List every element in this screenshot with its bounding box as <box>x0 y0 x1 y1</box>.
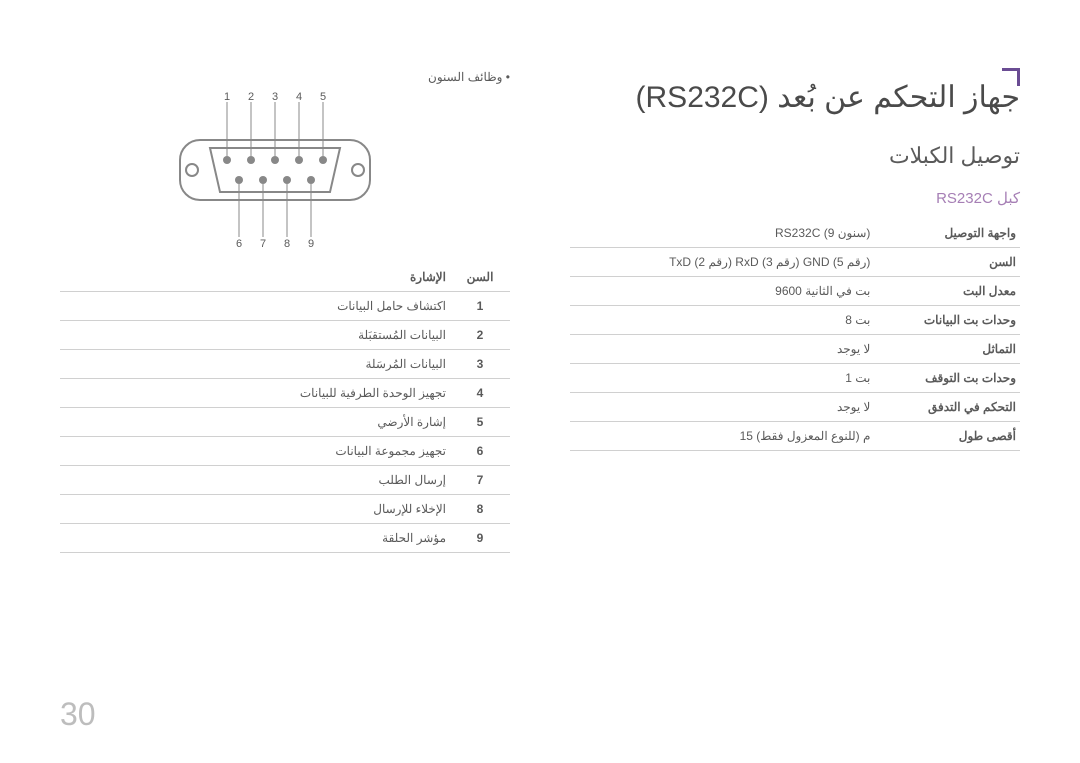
page-content: • وظائف السنون 12345 <box>60 70 1020 553</box>
svg-text:8: 8 <box>284 238 290 247</box>
bullet-line: • وظائف السنون <box>60 70 510 84</box>
spec-value: RS232C (9 سنون) <box>570 219 874 248</box>
spec-label: واجهة التوصيل <box>874 219 1020 248</box>
right-column: جهاز التحكم عن بُعد (RS232C) توصيل الكبل… <box>570 70 1020 553</box>
pin-signal: تجهيز الوحدة الطرفية للبيانات <box>60 379 450 408</box>
spec-value: لا يوجد <box>570 335 874 364</box>
pin-signal: تجهيز مجموعة البيانات <box>60 437 450 466</box>
corner-accent <box>1002 68 1020 86</box>
table-row: 5إشارة الأرضي <box>60 408 510 437</box>
table-row: التحكم في التدفقلا يوجد <box>570 393 1020 422</box>
pin-number: 7 <box>450 466 510 495</box>
spec-value: 9600 بت في الثانية <box>570 277 874 306</box>
svg-text:6: 6 <box>236 238 242 247</box>
svg-text:3: 3 <box>272 92 278 103</box>
pin-signal: البيانات المُرسَلة <box>60 350 450 379</box>
table-row: وحدات بت البيانات8 بت <box>570 306 1020 335</box>
spec-label: التماثل <box>874 335 1020 364</box>
svg-text:9: 9 <box>308 238 314 247</box>
table-row: 7إرسال الطلب <box>60 466 510 495</box>
pin-number: 2 <box>450 321 510 350</box>
pin-signal: إشارة الأرضي <box>60 408 450 437</box>
spec-label: وحدات بت البيانات <box>874 306 1020 335</box>
pin-number: 8 <box>450 495 510 524</box>
section-title: توصيل الكبلات <box>570 143 1020 169</box>
pin-number: 9 <box>450 524 510 553</box>
pin-table: السن الإشارة 1اكتشاف حامل البيانات2البيا… <box>60 263 510 553</box>
spec-value: 1 بت <box>570 364 874 393</box>
svg-text:1: 1 <box>224 92 230 103</box>
table-row: أقصى طول15 م (للنوع المعزول فقط) <box>570 422 1020 451</box>
pin-number: 6 <box>450 437 510 466</box>
table-row: وحدات بت التوقف1 بت <box>570 364 1020 393</box>
svg-text:2: 2 <box>248 92 254 103</box>
spec-value: 8 بت <box>570 306 874 335</box>
table-row: التماثللا يوجد <box>570 335 1020 364</box>
pin-signal: إرسال الطلب <box>60 466 450 495</box>
table-row: 9مؤشر الحلقة <box>60 524 510 553</box>
spec-label: معدل البت <box>874 277 1020 306</box>
left-column: • وظائف السنون 12345 <box>60 70 510 553</box>
table-row: 3البيانات المُرسَلة <box>60 350 510 379</box>
spec-value: لا يوجد <box>570 393 874 422</box>
pin-number: 5 <box>450 408 510 437</box>
table-row: 4تجهيز الوحدة الطرفية للبيانات <box>60 379 510 408</box>
spec-label: أقصى طول <box>874 422 1020 451</box>
svg-text:7: 7 <box>260 238 266 247</box>
spec-table: واجهة التوصيلRS232C (9 سنون)السنTxD (رقم… <box>570 219 1020 451</box>
pin-header-signal: الإشارة <box>60 263 450 292</box>
page-number: 30 <box>60 696 96 733</box>
table-row: 6تجهيز مجموعة البيانات <box>60 437 510 466</box>
pin-number: 4 <box>450 379 510 408</box>
spec-label: التحكم في التدفق <box>874 393 1020 422</box>
spec-label: السن <box>874 248 1020 277</box>
spec-value: TxD (رقم 2) RxD (رقم 3) GND (رقم 5) <box>570 248 874 277</box>
table-row: واجهة التوصيلRS232C (9 سنون) <box>570 219 1020 248</box>
pin-signal: اكتشاف حامل البيانات <box>60 292 450 321</box>
table-row: 2البيانات المُستقبَلة <box>60 321 510 350</box>
table-row: 1اكتشاف حامل البيانات <box>60 292 510 321</box>
pin-number: 1 <box>450 292 510 321</box>
page-title: جهاز التحكم عن بُعد (RS232C) <box>570 80 1020 115</box>
table-row: معدل البت9600 بت في الثانية <box>570 277 1020 306</box>
table-row: السنTxD (رقم 2) RxD (رقم 3) GND (رقم 5) <box>570 248 1020 277</box>
db9-connector-diagram: 1 2 3 4 5 6 7 8 9 <box>170 92 400 247</box>
spec-label: وحدات بت التوقف <box>874 364 1020 393</box>
spec-value: 15 م (للنوع المعزول فقط) <box>570 422 874 451</box>
table-row: 8الإخلاء للإرسال <box>60 495 510 524</box>
pin-signal: البيانات المُستقبَلة <box>60 321 450 350</box>
pin-header-pin: السن <box>450 263 510 292</box>
pin-signal: مؤشر الحلقة <box>60 524 450 553</box>
pin-signal: الإخلاء للإرسال <box>60 495 450 524</box>
svg-text:4: 4 <box>296 92 302 103</box>
cable-label: كبل RS232C <box>570 189 1020 207</box>
svg-text:5: 5 <box>320 92 326 103</box>
pin-number: 3 <box>450 350 510 379</box>
